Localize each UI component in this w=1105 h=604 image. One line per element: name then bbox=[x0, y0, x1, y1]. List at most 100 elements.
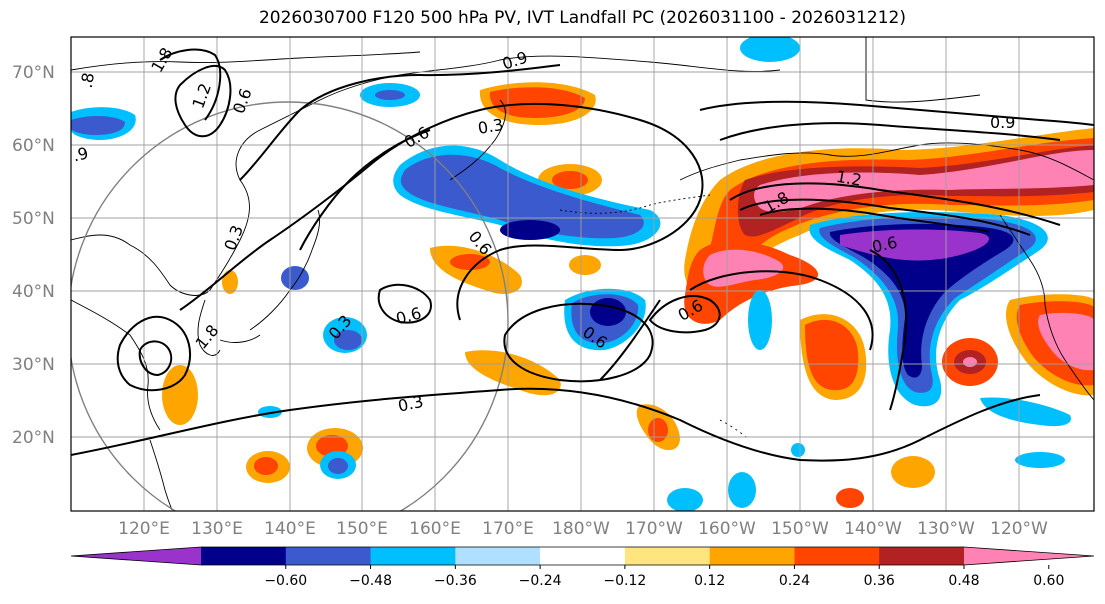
aleutian-islands bbox=[559, 194, 711, 214]
lon-label: 160°E bbox=[409, 519, 461, 539]
pv-blob bbox=[328, 458, 348, 474]
colorbar-segment bbox=[794, 547, 880, 565]
pv-blob bbox=[891, 456, 935, 488]
colorbar: −0.60 −0.48 −0.36 −0.24 −0.12 0.12 0.24 0.36 0.4… bbox=[70, 546, 1095, 589]
lon-label: 130°W bbox=[917, 519, 975, 539]
lon-label: 140°E bbox=[264, 519, 316, 539]
colorbar-tick-label: 0.12 bbox=[694, 573, 725, 589]
pv-blob bbox=[836, 488, 864, 508]
philippines-coastline bbox=[149, 439, 173, 511]
colorbar-tick-label: −0.12 bbox=[603, 573, 646, 589]
contour-label: .9 bbox=[71, 143, 91, 165]
contour-line bbox=[239, 64, 561, 181]
lon-label: 150°E bbox=[336, 519, 388, 539]
colorbar-tick-label: −0.48 bbox=[349, 573, 392, 589]
colorbar-tick-label: −0.36 bbox=[434, 573, 477, 589]
pv-blob bbox=[1015, 452, 1065, 468]
asia-coastline bbox=[71, 55, 781, 296]
lon-label: 150°W bbox=[771, 519, 829, 539]
contour-line bbox=[159, 48, 222, 121]
pv-blob bbox=[728, 472, 756, 508]
pv-blob bbox=[840, 229, 990, 261]
longitude-labels: 120°E 130°E 140°E 150°E 160°E 170°E 180°… bbox=[118, 519, 1048, 539]
pv-blob bbox=[703, 249, 784, 287]
contour-line bbox=[116, 315, 191, 392]
colorbar-outline bbox=[70, 546, 1095, 566]
colorbar-tick-label: 0.60 bbox=[1033, 573, 1064, 589]
alaska-coastline bbox=[679, 142, 1094, 181]
colorbar-segment bbox=[624, 547, 711, 565]
pv-blob bbox=[71, 116, 125, 135]
contour-line bbox=[699, 100, 1094, 126]
contour-label: 1.2 bbox=[835, 167, 863, 190]
pv-blob bbox=[740, 37, 800, 62]
contour-label: 0.6 bbox=[870, 233, 899, 257]
colorbar-tick-label: −0.24 bbox=[519, 573, 562, 589]
colorbar-segment bbox=[709, 547, 795, 565]
colorbar-tick-label: 0.36 bbox=[864, 573, 895, 589]
colorbar-segment bbox=[455, 547, 541, 565]
contour-line bbox=[719, 122, 1061, 141]
coastlines bbox=[71, 37, 1094, 511]
pv-blob bbox=[222, 270, 238, 294]
colorbar-segment bbox=[370, 547, 456, 565]
contour-line bbox=[739, 198, 1031, 236]
contour-line bbox=[174, 65, 232, 138]
contour-line bbox=[599, 299, 661, 381]
contour-label: 0.9 bbox=[990, 113, 1015, 132]
colorbar-segment bbox=[201, 547, 287, 565]
pv-blob bbox=[400, 154, 644, 239]
pv-blob bbox=[648, 418, 668, 442]
pv-blob bbox=[552, 171, 588, 189]
contour-line bbox=[759, 207, 991, 233]
contour-line bbox=[869, 249, 908, 411]
contour-line bbox=[689, 270, 874, 351]
colorbar-tick-label: −0.60 bbox=[264, 573, 307, 589]
lon-label: 120°W bbox=[990, 519, 1048, 539]
contour-line bbox=[138, 340, 173, 377]
russia-north-coast bbox=[71, 51, 421, 71]
ivt-contours bbox=[71, 48, 1094, 462]
map-frame bbox=[70, 36, 1095, 512]
pv-blob bbox=[450, 254, 490, 270]
colorbar-tick-label: 0.48 bbox=[948, 573, 979, 589]
lon-label: 170°W bbox=[625, 519, 683, 539]
canada-border bbox=[865, 37, 981, 103]
lon-label: 180°W bbox=[552, 519, 610, 539]
contour-line bbox=[377, 283, 432, 324]
lon-label: 170°E bbox=[482, 519, 534, 539]
lat-label: 30°N bbox=[12, 355, 55, 375]
japan-coastline bbox=[249, 209, 321, 331]
pv-blob bbox=[569, 255, 601, 275]
lat-label: 70°N bbox=[12, 63, 55, 83]
pv-blob bbox=[375, 90, 405, 100]
pv-blob bbox=[254, 457, 278, 475]
map-title: 2026030700 F120 500 hPa PV, IVT Landfall… bbox=[258, 8, 906, 28]
contour-line bbox=[299, 129, 431, 251]
pv-blob bbox=[334, 330, 362, 350]
north-america-coastline bbox=[999, 214, 1094, 401]
pv-blob bbox=[829, 223, 1014, 378]
lat-label: 60°N bbox=[12, 136, 55, 156]
colorbar-tick-label: 0.24 bbox=[779, 573, 810, 589]
pv-blob bbox=[489, 87, 585, 118]
lat-label: 20°N bbox=[12, 428, 55, 448]
contour-line bbox=[729, 182, 1061, 226]
pv-blob bbox=[590, 298, 626, 326]
graticule bbox=[71, 37, 1094, 511]
japan-south-coastline bbox=[219, 334, 261, 343]
pv-blob bbox=[465, 350, 561, 396]
contour-line bbox=[503, 302, 654, 383]
lat-label: 50°N bbox=[12, 209, 55, 229]
pv-blob bbox=[754, 150, 1094, 212]
pv-blob bbox=[805, 319, 859, 391]
kamchatka-coastline bbox=[449, 99, 506, 181]
pv-blob bbox=[748, 290, 772, 350]
china-coastline bbox=[71, 299, 161, 431]
lon-label: 140°W bbox=[844, 519, 902, 539]
landfall-radius-circle bbox=[71, 101, 509, 511]
contour-line bbox=[71, 387, 1041, 462]
colorbar-extend-low bbox=[71, 547, 201, 565]
contour-label: .8 bbox=[77, 71, 98, 89]
